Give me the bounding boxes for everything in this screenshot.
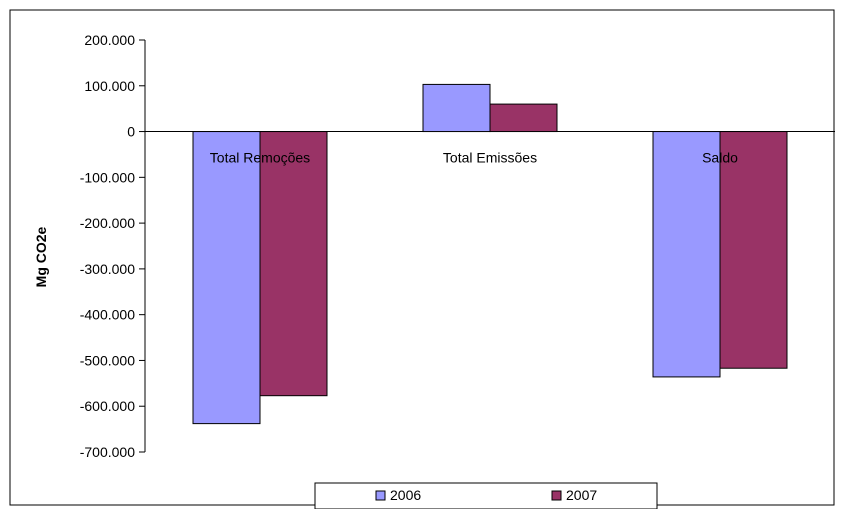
y-tick-label: -200.000	[80, 215, 135, 231]
bar-2007-2	[719, 131, 788, 369]
category-label: Saldo	[702, 150, 738, 166]
y-tick-label: -300.000	[80, 261, 135, 277]
y-tick-label: -400.000	[80, 307, 135, 323]
category-label: Total Remoções	[210, 150, 310, 166]
y-tick-label: 0	[127, 124, 135, 140]
legend-label: 2007	[566, 487, 597, 503]
legend-label: 2006	[390, 487, 421, 503]
y-axis-title: Mg CO2e	[33, 226, 49, 287]
bars	[192, 83, 788, 425]
y-tick-label: 100.000	[84, 78, 135, 94]
y-tick-label: -600.000	[80, 398, 135, 414]
bar-2006-1	[422, 83, 491, 133]
y-tick-label: -700.000	[80, 444, 135, 460]
bar-2007-0	[259, 131, 328, 397]
legend: 2006 2007	[314, 482, 658, 510]
y-tick-label: -100.000	[80, 169, 135, 185]
y-axis: 200.000 100.000 0 -100.000 -200.000 -300.000 -…	[80, 32, 835, 460]
category-labels: Total Remoções Total Emissões Saldo	[210, 150, 738, 166]
legend-swatch-2007	[551, 490, 562, 501]
y-tick-label: -500.000	[80, 352, 135, 368]
bar-2006-2	[652, 131, 721, 378]
legend-swatch-2006	[375, 490, 386, 501]
legend-box	[314, 482, 658, 510]
category-label: Total Emissões	[443, 150, 537, 166]
bar-2007-1	[489, 103, 558, 133]
bar-2006-0	[192, 131, 261, 425]
y-tick-label: 200.000	[84, 32, 135, 48]
